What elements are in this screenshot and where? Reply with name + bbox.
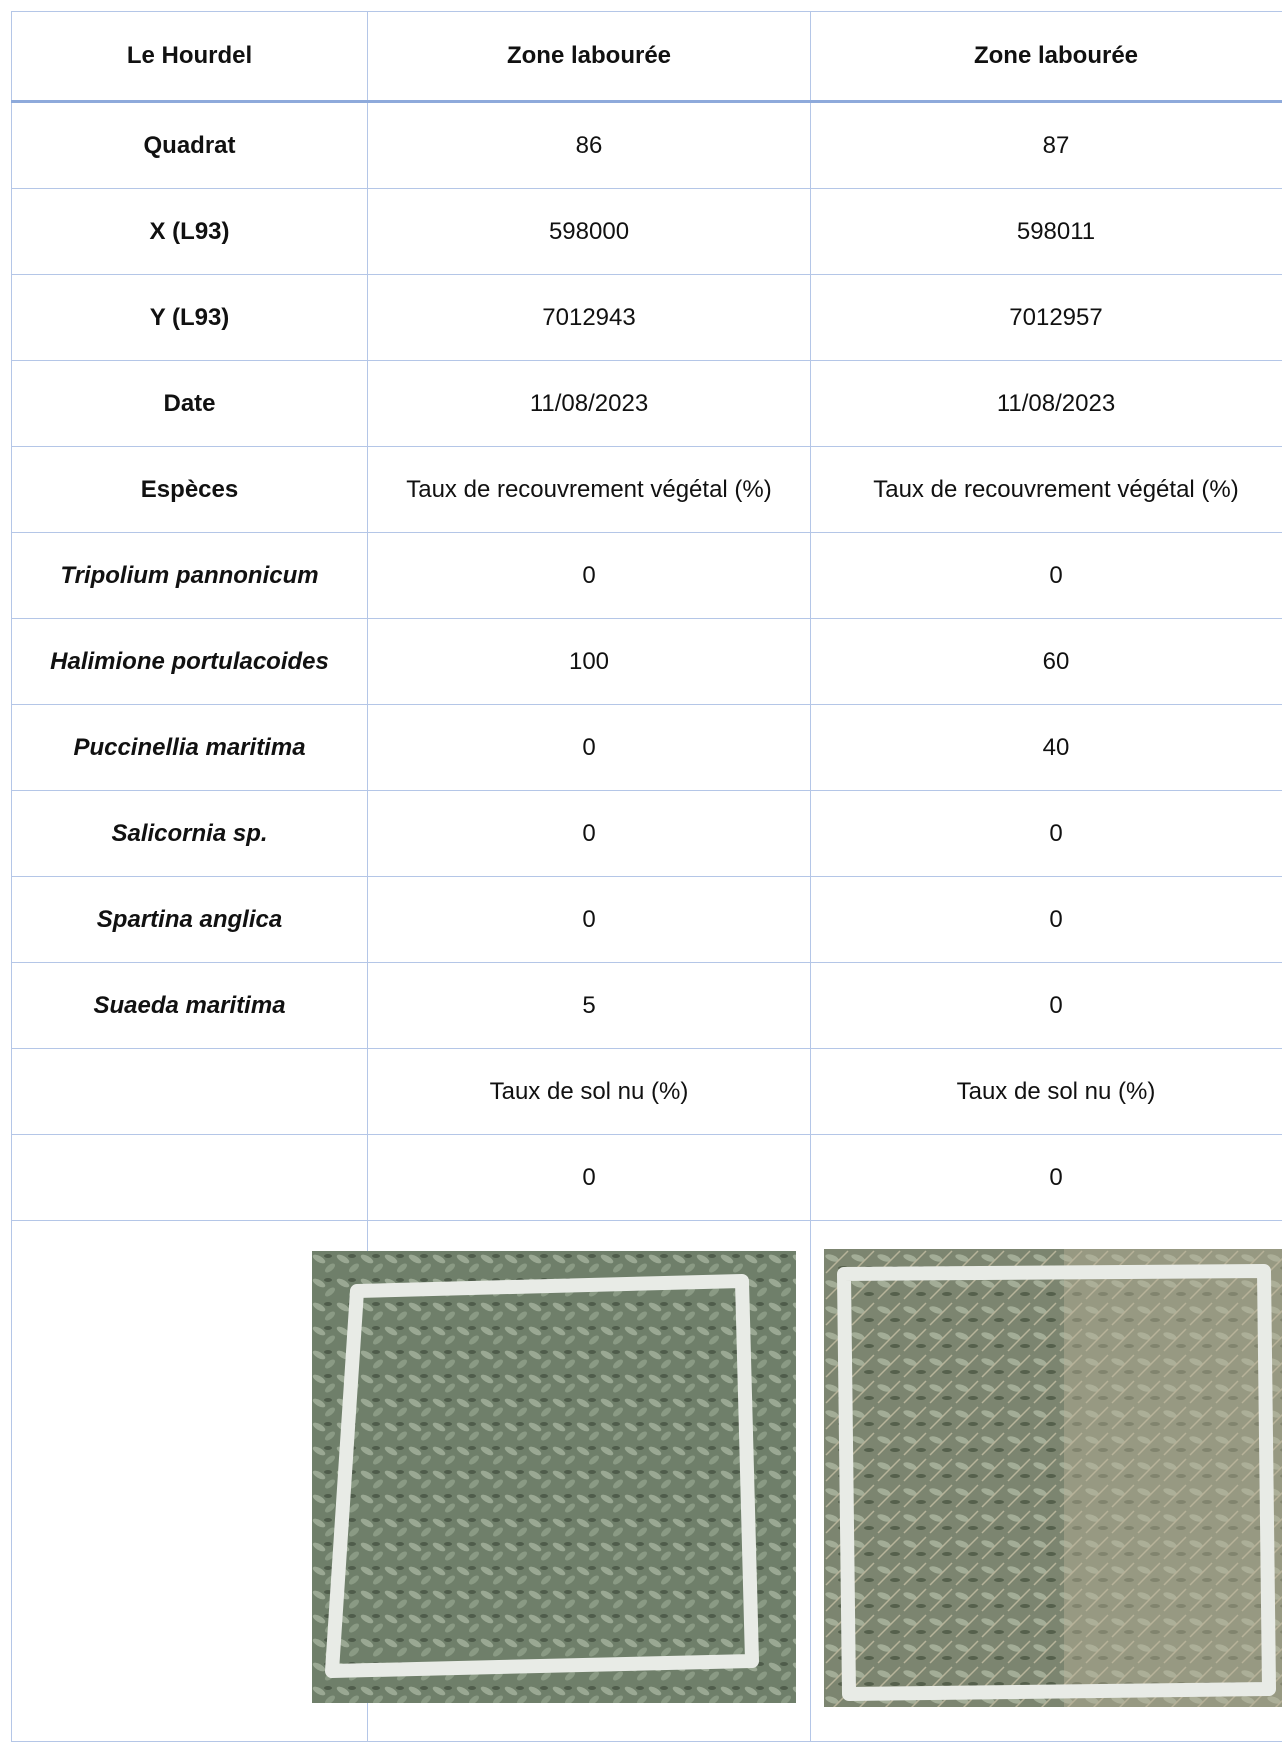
cell: Zone labourée — [368, 12, 811, 102]
row-label: Quadrat — [12, 102, 368, 189]
quadrat-photo — [312, 1251, 796, 1703]
cell: 60 — [811, 619, 1282, 705]
row-label: Puccinellia maritima — [12, 705, 368, 791]
cell: Taux de sol nu (%) — [811, 1049, 1282, 1135]
row-label: Halimione portulacoides — [12, 619, 368, 705]
row-label: Tripolium pannonicum — [12, 533, 368, 619]
cell: 7012943 — [368, 275, 811, 361]
quadrat-photo — [824, 1249, 1282, 1707]
row-label — [12, 1135, 368, 1221]
row-label — [12, 1049, 368, 1135]
row-label: Y (L93) — [12, 275, 368, 361]
row-label: Salicornia sp. — [12, 791, 368, 877]
cell: 11/08/2023 — [368, 361, 811, 447]
cell: 0 — [368, 533, 811, 619]
row-label: Suaeda maritima — [12, 963, 368, 1049]
cell: 11/08/2023 — [811, 361, 1282, 447]
cell: 0 — [368, 791, 811, 877]
cell: 0 — [368, 1135, 811, 1221]
cell: Zone labourée — [811, 12, 1282, 102]
cell: 40 — [811, 705, 1282, 791]
row-label: X (L93) — [12, 189, 368, 275]
cell: 7012957 — [811, 275, 1282, 361]
row-label: Espèces — [12, 447, 368, 533]
table-row: Taux de sol nu (%)Taux de sol nu (%) — [12, 1049, 1282, 1135]
cell: Taux de sol nu (%) — [368, 1049, 811, 1135]
cell: 5 — [368, 963, 811, 1049]
cell: 0 — [811, 533, 1282, 619]
cell: Taux de recouvrement végétal (%) — [811, 447, 1282, 533]
cell: 86 — [368, 102, 811, 189]
cell: 87 — [811, 102, 1282, 189]
cell: 0 — [811, 1135, 1282, 1221]
cell: 0 — [368, 877, 811, 963]
cell: 598000 — [368, 189, 811, 275]
cell: Taux de recouvrement végétal (%) — [368, 447, 811, 533]
cell: 598011 — [811, 189, 1282, 275]
cell: 100 — [368, 619, 811, 705]
cell: 0 — [811, 963, 1282, 1049]
cell: 0 — [368, 705, 811, 791]
row-label: Le Hourdel — [12, 12, 368, 102]
row-label: Spartina anglica — [12, 877, 368, 963]
cell: 0 — [811, 791, 1282, 877]
row-label: Date — [12, 361, 368, 447]
cell: 0 — [811, 877, 1282, 963]
